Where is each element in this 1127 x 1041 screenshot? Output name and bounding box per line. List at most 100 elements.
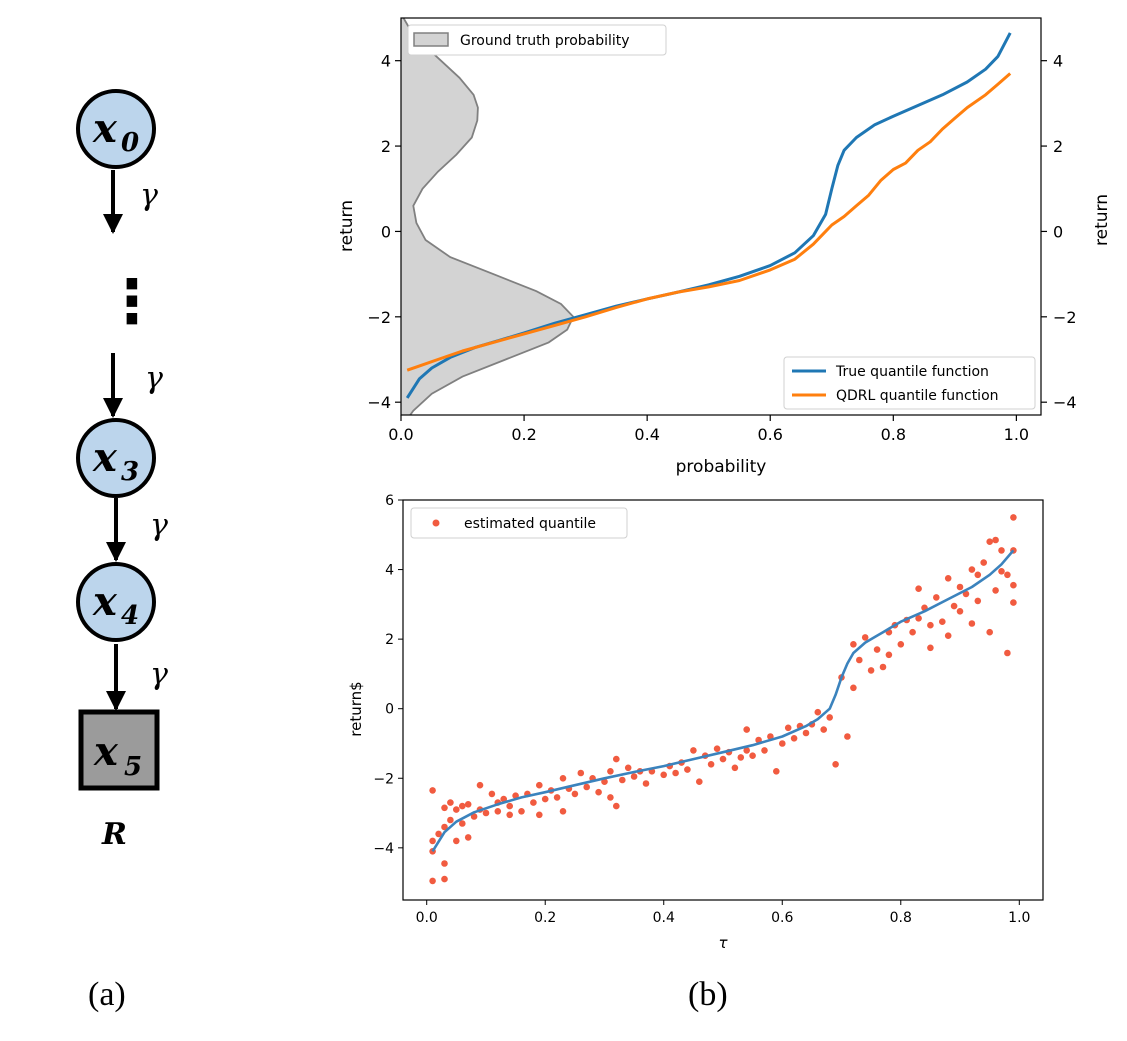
top-y-tick-label-right: 4: [1053, 52, 1063, 71]
estimated-quantile-point: [933, 594, 940, 601]
top-chart-plot-area: [401, 18, 1012, 415]
top-legend-lines: True quantile function QDRL quantile fun…: [783, 356, 1036, 410]
ellipsis: ⋮: [102, 267, 162, 337]
estimated-quantile-point: [459, 802, 466, 810]
estimated-quantile-point: [1004, 571, 1011, 579]
estimated-quantile-point: [743, 747, 750, 754]
estimated-quantile-point: [968, 566, 976, 573]
estimated-quantile-point: [915, 615, 922, 622]
estimated-quantile-point: [595, 788, 602, 796]
bottom-chart: 0.0 0.2 0.4 0.6 0.8 1.0 −4 −2 0 2 4 6 τ return$ est…: [347, 493, 1044, 952]
estimated-quantile-point: [559, 775, 567, 782]
legend-points-label: estimated quantile: [464, 516, 596, 532]
estimated-quantile-point: [429, 837, 436, 845]
bottom-x-tick-label: 1.0: [1008, 910, 1030, 926]
top-y-axis-label-right: return: [1092, 194, 1112, 246]
bottom-y-tick-label: 4: [385, 563, 394, 579]
bottom-x-tick-label: 0.8: [890, 910, 912, 926]
estimated-quantile-point: [536, 781, 543, 789]
bottom-legend: estimated quantile: [410, 507, 628, 539]
estimated-quantile-point: [850, 641, 857, 648]
estimated-quantile-point: [464, 834, 472, 841]
estimated-quantile-point: [867, 667, 875, 674]
qdrl-quantile-line: [406, 72, 1012, 372]
estimated-quantile-point: [660, 771, 667, 779]
estimated-quantile-point: [719, 755, 727, 763]
estimated-quantile-point: [790, 735, 798, 742]
estimated-quantile-point: [974, 597, 982, 605]
estimated-quantile-point: [672, 769, 679, 777]
estimated-quantile-point: [607, 768, 614, 775]
estimated-quantile-point: [607, 794, 614, 801]
estimated-quantile-point: [464, 801, 472, 808]
estimated-quantile-point: [571, 790, 579, 798]
bottom-x-tick-label: 0.4: [653, 910, 675, 926]
estimated-quantile-point: [814, 708, 822, 716]
estimated-quantile-point: [802, 729, 810, 737]
estimated-quantile-point: [737, 754, 745, 761]
estimated-quantile-point: [944, 575, 952, 582]
estimated-quantile-point: [998, 568, 1005, 575]
node-x3-var: x: [92, 434, 118, 481]
estimated-quantile-point: [459, 820, 466, 827]
estimated-quantile-point: [986, 538, 993, 545]
estimated-quantile-point: [429, 787, 436, 794]
bottom-chart-ticks: 0.0 0.2 0.4 0.6 0.8 1.0 −4 −2 0 2 4 6: [373, 493, 1030, 926]
estimated-quantile-point: [559, 808, 567, 815]
bottom-y-tick-label: 6: [385, 493, 394, 509]
estimated-quantile-point: [453, 806, 460, 813]
bottom-chart-plot-area: [429, 514, 1017, 885]
estimated-quantile-point: [897, 641, 905, 648]
estimated-quantile-point: [536, 811, 543, 819]
top-x-tick-label: 0.6: [758, 425, 783, 444]
estimated-quantile-point: [518, 808, 525, 815]
top-y-tick-label: −2: [367, 308, 391, 327]
estimated-quantile-point: [630, 773, 638, 780]
estimated-quantile-point: [488, 790, 496, 798]
top-y-tick-label-right: −2: [1053, 308, 1077, 327]
panel-label-b: (b): [688, 976, 728, 1013]
bottom-x-tick-label: 0.6: [771, 910, 793, 926]
estimated-quantile-point: [429, 877, 436, 885]
estimated-quantile-point: [861, 634, 869, 641]
panel-label-a: (a): [88, 976, 126, 1013]
legend-points-swatch: [432, 519, 440, 527]
estimated-quantile-point: [441, 823, 448, 831]
bottom-chart-frame: [402, 499, 1044, 901]
estimated-quantile-point: [784, 724, 792, 732]
estimated-quantile-point: [731, 764, 739, 772]
estimated-quantile-point: [506, 802, 513, 810]
top-y-tick-label: −4: [367, 393, 391, 412]
estimated-quantile-point: [583, 783, 590, 791]
node-x4-var: x: [92, 578, 118, 625]
estimated-quantile-point: [950, 602, 958, 610]
top-x-tick-label: 0.2: [511, 425, 536, 444]
estimated-quantile-point: [873, 646, 881, 653]
top-chart-frame: [400, 17, 1042, 416]
estimated-quantile-point: [1010, 514, 1017, 521]
bottom-x-tick-label: 0.0: [416, 910, 438, 926]
top-chart: 0.0 0.2 0.4 0.6 0.8 1.0 −4 −4 −2 −2 0 0 2 2 4 4 probabi…: [337, 17, 1112, 477]
estimated-quantile-point: [696, 778, 703, 785]
estimated-quantile-point: [939, 618, 946, 625]
node-x3-sub: 3: [121, 457, 139, 487]
estimated-quantile-point: [856, 656, 863, 664]
estimated-quantile-point: [980, 559, 987, 566]
top-y-tick-label: 0: [381, 222, 391, 241]
estimated-quantile-point: [619, 776, 626, 784]
estimated-quantile-point: [476, 781, 484, 789]
estimated-quantile-point: [577, 769, 585, 777]
estimated-quantile-point: [749, 752, 756, 759]
estimated-quantile-point: [974, 571, 982, 579]
estimated-quantile-point: [773, 768, 780, 775]
estimated-quantile-point: [470, 813, 478, 820]
node-x0-var: x: [92, 105, 118, 152]
legend-density-label: Ground truth probability: [460, 33, 630, 49]
estimated-quantile-point: [968, 620, 976, 627]
estimated-quantile-point: [453, 837, 460, 845]
gamma-label-2: γ: [145, 361, 163, 396]
legend-qdrl-label: QDRL quantile function: [836, 388, 999, 404]
estimated-quantile-point: [541, 795, 549, 803]
estimated-quantile-point: [1004, 649, 1011, 657]
